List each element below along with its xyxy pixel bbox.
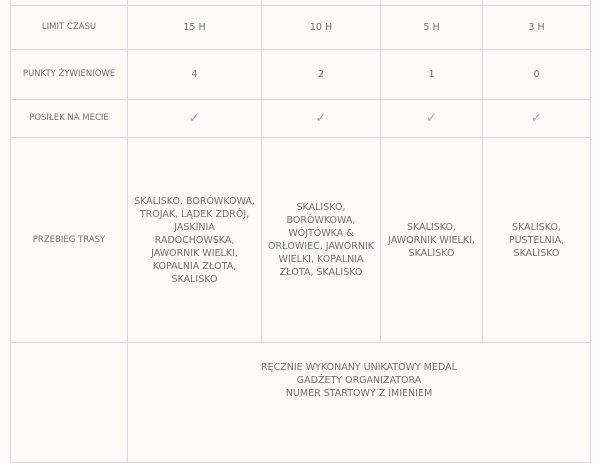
cell: 1	[380, 49, 483, 100]
cell: SKALISKO, PUSTELNIA, SKALISKO	[482, 137, 591, 343]
table-row-food-points: PUNKTY ŻYWIENIOWE 4 2 1 0	[10, 49, 591, 100]
cell: 4	[127, 49, 262, 100]
prize-line: GADŻETY ORGANIZATORA	[296, 375, 422, 386]
cell: 2	[261, 49, 381, 100]
row-label: POSIŁEK NA MECIE	[10, 99, 128, 138]
check-icon: ✓	[261, 99, 381, 138]
check-icon: ✓	[127, 99, 262, 138]
check-icon: ✓	[380, 99, 483, 138]
row-label: PRZEBIEG TRASY	[10, 137, 128, 343]
row-label	[10, 342, 128, 463]
cell: 15 H	[127, 5, 262, 50]
prize-line: RĘCZNIE WYKONANY UNIKATOWY MEDAL	[261, 362, 457, 373]
check-icon: ✓	[482, 99, 591, 138]
cell: 5 H	[380, 5, 483, 50]
prize-line: NUMER STARTOWY Z IMIENIEM	[285, 388, 433, 399]
table-row-prizes: RĘCZNIE WYKONANY UNIKATOWY MEDAL GADŻETY…	[10, 342, 591, 463]
table-row-time-limit: LIMIT CZASU 15 H 10 H 5 H 3 H	[10, 5, 591, 50]
cell: SKALISKO, JAWORNIK WIELKI, SKALISKO	[380, 137, 483, 343]
cell: 10 H	[261, 5, 381, 50]
cell: SKALISKO, BORÓWKOWA, WÓJTÓWKA & ORŁOWIEC…	[261, 137, 381, 343]
row-label: LIMIT CZASU	[10, 5, 128, 50]
table-row-finish-meal: POSIŁEK NA MECIE ✓ ✓ ✓ ✓	[10, 99, 591, 138]
table-row-route: PRZEBIEG TRASY SKALISKO, BORÓWKOWA, TROJ…	[10, 137, 591, 343]
row-label: PUNKTY ŻYWIENIOWE	[10, 49, 128, 100]
cell: 3 H	[482, 5, 591, 50]
cell: 0	[482, 49, 591, 100]
cell: SKALISKO, BORÓWKOWA, TROJAK, LĄDEK ZDRÓJ…	[127, 137, 262, 343]
race-comparison-table: LIMIT CZASU 15 H 10 H 5 H 3 H PUNKTY ŻYW…	[10, 0, 591, 463]
prizes-cell: RĘCZNIE WYKONANY UNIKATOWY MEDAL GADŻETY…	[127, 342, 591, 463]
